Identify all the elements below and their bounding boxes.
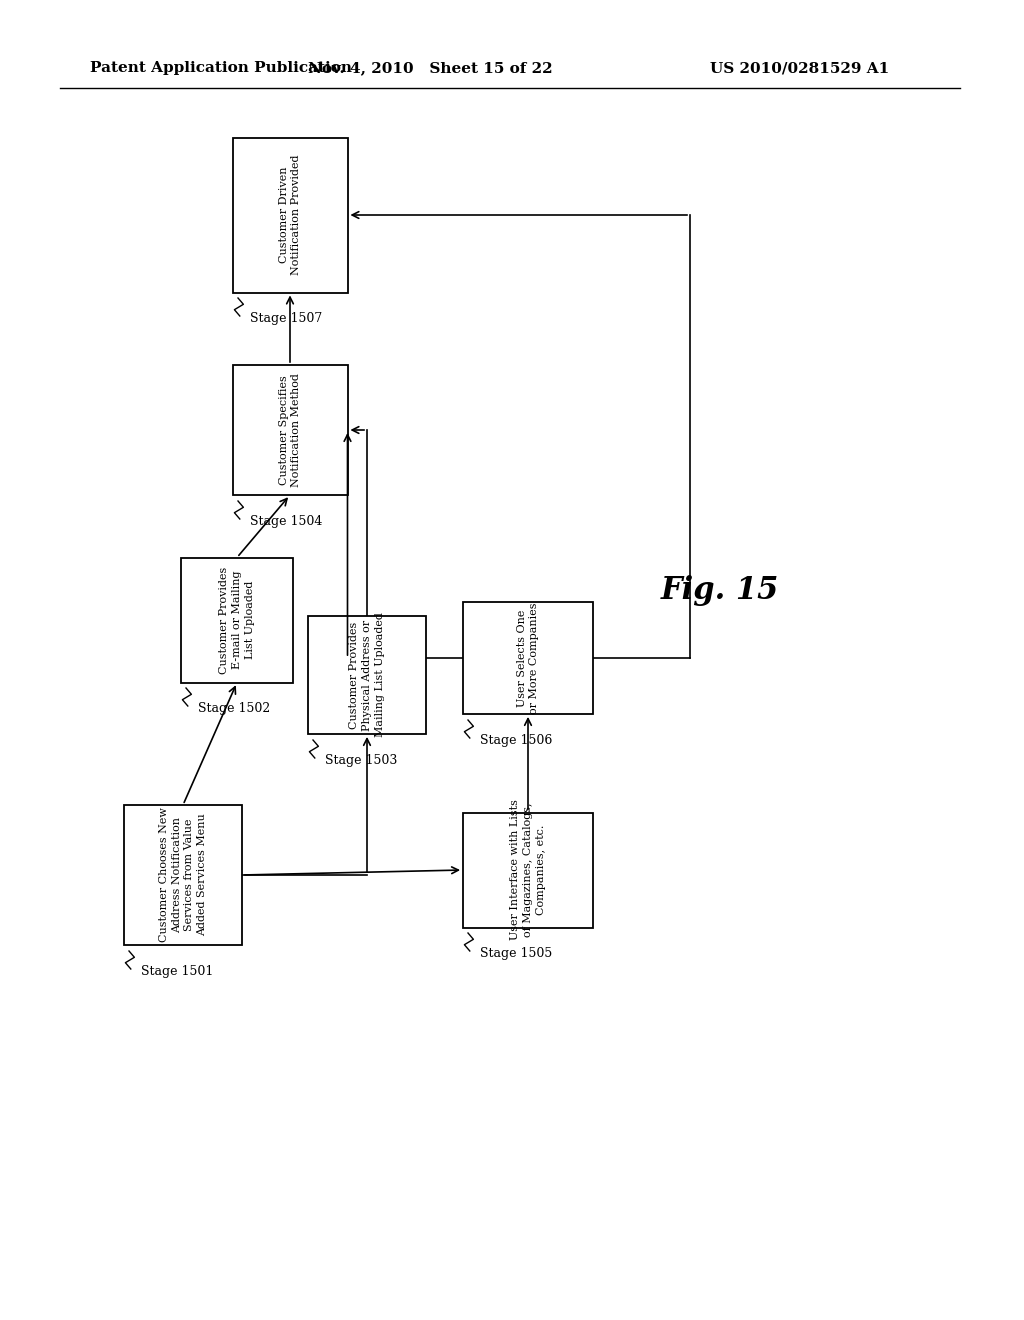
Text: Stage 1506: Stage 1506 <box>480 734 552 747</box>
Text: Customer Provides
Physical Address or
Mailing List Uploaded: Customer Provides Physical Address or Ma… <box>349 612 385 738</box>
Text: Fig. 15: Fig. 15 <box>660 574 779 606</box>
Bar <box>181 557 293 682</box>
Bar <box>232 137 347 293</box>
Bar <box>463 602 593 714</box>
Text: User Selects One
or More Companies: User Selects One or More Companies <box>516 602 540 714</box>
Text: Customer Specifies
Notification Method: Customer Specifies Notification Method <box>279 374 301 487</box>
Text: Customer Driven
Notification Provided: Customer Driven Notification Provided <box>279 154 301 276</box>
Bar <box>232 366 347 495</box>
Text: Stage 1503: Stage 1503 <box>325 754 397 767</box>
Text: Patent Application Publication: Patent Application Publication <box>90 61 352 75</box>
Text: User Interface with Lists
of Magazines, Catalogs,
Companies, etc.: User Interface with Lists of Magazines, … <box>510 800 546 940</box>
Text: Stage 1502: Stage 1502 <box>198 702 270 715</box>
Bar <box>463 813 593 928</box>
Text: Stage 1501: Stage 1501 <box>141 965 213 978</box>
Bar <box>308 616 426 734</box>
Text: Stage 1504: Stage 1504 <box>250 515 323 528</box>
Text: Customer Provides
E-mail or Mailing
List Uploaded: Customer Provides E-mail or Mailing List… <box>219 566 255 673</box>
Text: Stage 1507: Stage 1507 <box>250 312 323 325</box>
Text: Customer Chooses New
Address Notification
Services from Value
Added Services Men: Customer Chooses New Address Notificatio… <box>159 808 207 942</box>
Text: Nov. 4, 2010   Sheet 15 of 22: Nov. 4, 2010 Sheet 15 of 22 <box>307 61 552 75</box>
Bar <box>124 805 242 945</box>
Text: US 2010/0281529 A1: US 2010/0281529 A1 <box>711 61 890 75</box>
Text: Stage 1505: Stage 1505 <box>480 946 552 960</box>
